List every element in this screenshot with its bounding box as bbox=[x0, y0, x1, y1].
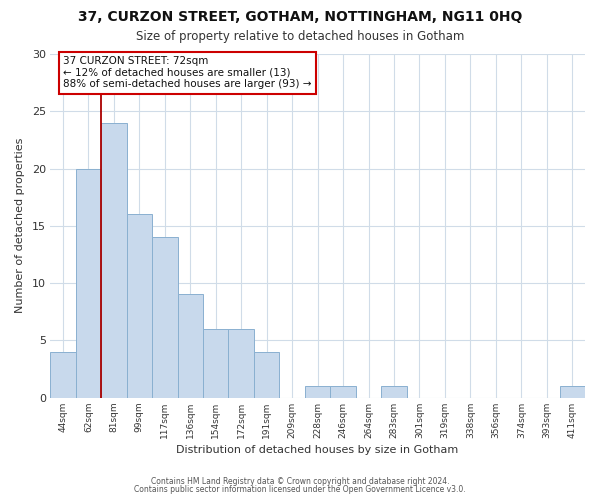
Text: 37 CURZON STREET: 72sqm
← 12% of detached houses are smaller (13)
88% of semi-de: 37 CURZON STREET: 72sqm ← 12% of detache… bbox=[64, 56, 312, 90]
Bar bbox=[305, 386, 331, 398]
Bar bbox=[254, 352, 280, 398]
Bar bbox=[331, 386, 356, 398]
Y-axis label: Number of detached properties: Number of detached properties bbox=[15, 138, 25, 314]
Text: 37, CURZON STREET, GOTHAM, NOTTINGHAM, NG11 0HQ: 37, CURZON STREET, GOTHAM, NOTTINGHAM, N… bbox=[78, 10, 522, 24]
Bar bbox=[152, 237, 178, 398]
Text: Size of property relative to detached houses in Gotham: Size of property relative to detached ho… bbox=[136, 30, 464, 43]
X-axis label: Distribution of detached houses by size in Gotham: Distribution of detached houses by size … bbox=[176, 445, 459, 455]
Bar bbox=[203, 329, 229, 398]
Bar bbox=[178, 294, 203, 398]
Bar bbox=[127, 214, 152, 398]
Bar bbox=[50, 352, 76, 398]
Bar bbox=[381, 386, 407, 398]
Text: Contains HM Land Registry data © Crown copyright and database right 2024.: Contains HM Land Registry data © Crown c… bbox=[151, 477, 449, 486]
Bar bbox=[560, 386, 585, 398]
Text: Contains public sector information licensed under the Open Government Licence v3: Contains public sector information licen… bbox=[134, 485, 466, 494]
Bar bbox=[229, 329, 254, 398]
Bar bbox=[76, 168, 101, 398]
Bar bbox=[101, 122, 127, 398]
